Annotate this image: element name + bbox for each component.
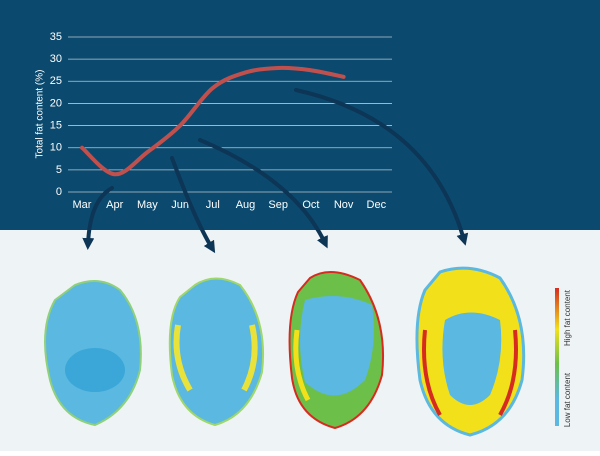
x-tick-label: Nov <box>334 199 354 211</box>
y-tick-label: 25 <box>50 75 62 87</box>
y-tick-label: 0 <box>56 186 62 198</box>
x-tick-label: Sep <box>268 199 288 211</box>
legend-low: Low fat content <box>563 372 572 427</box>
data-line <box>80 65 346 177</box>
arrow <box>170 156 216 254</box>
y-tick-label: 20 <box>50 97 62 109</box>
x-tick-label: Aug <box>236 199 256 211</box>
fish-section <box>168 277 265 427</box>
arrow <box>198 138 328 249</box>
fish-section <box>44 280 142 427</box>
y-tick-label: 35 <box>50 31 62 43</box>
x-tick-label: May <box>137 199 158 211</box>
y-tick-label: 5 <box>56 164 62 176</box>
y-tick-label: 10 <box>50 142 62 154</box>
x-tick-label: Dec <box>367 199 387 211</box>
header-panel <box>0 0 600 230</box>
fish-section <box>415 266 526 437</box>
arrow <box>294 88 469 246</box>
x-tick-label: Jul <box>206 199 220 211</box>
x-tick-label: Oct <box>302 199 319 211</box>
legend-high: High fat content <box>563 289 572 346</box>
x-tick-label: Apr <box>106 199 123 211</box>
arrow <box>82 186 114 250</box>
x-tick-label: Jun <box>171 199 189 211</box>
color-bar <box>555 288 559 426</box>
y-axis-label: Total fat content (%) <box>35 70 46 159</box>
y-tick-label: 30 <box>50 53 62 65</box>
x-tick-label: Mar <box>73 199 92 211</box>
y-tick-label: 15 <box>50 119 62 131</box>
fish-section <box>288 271 385 430</box>
